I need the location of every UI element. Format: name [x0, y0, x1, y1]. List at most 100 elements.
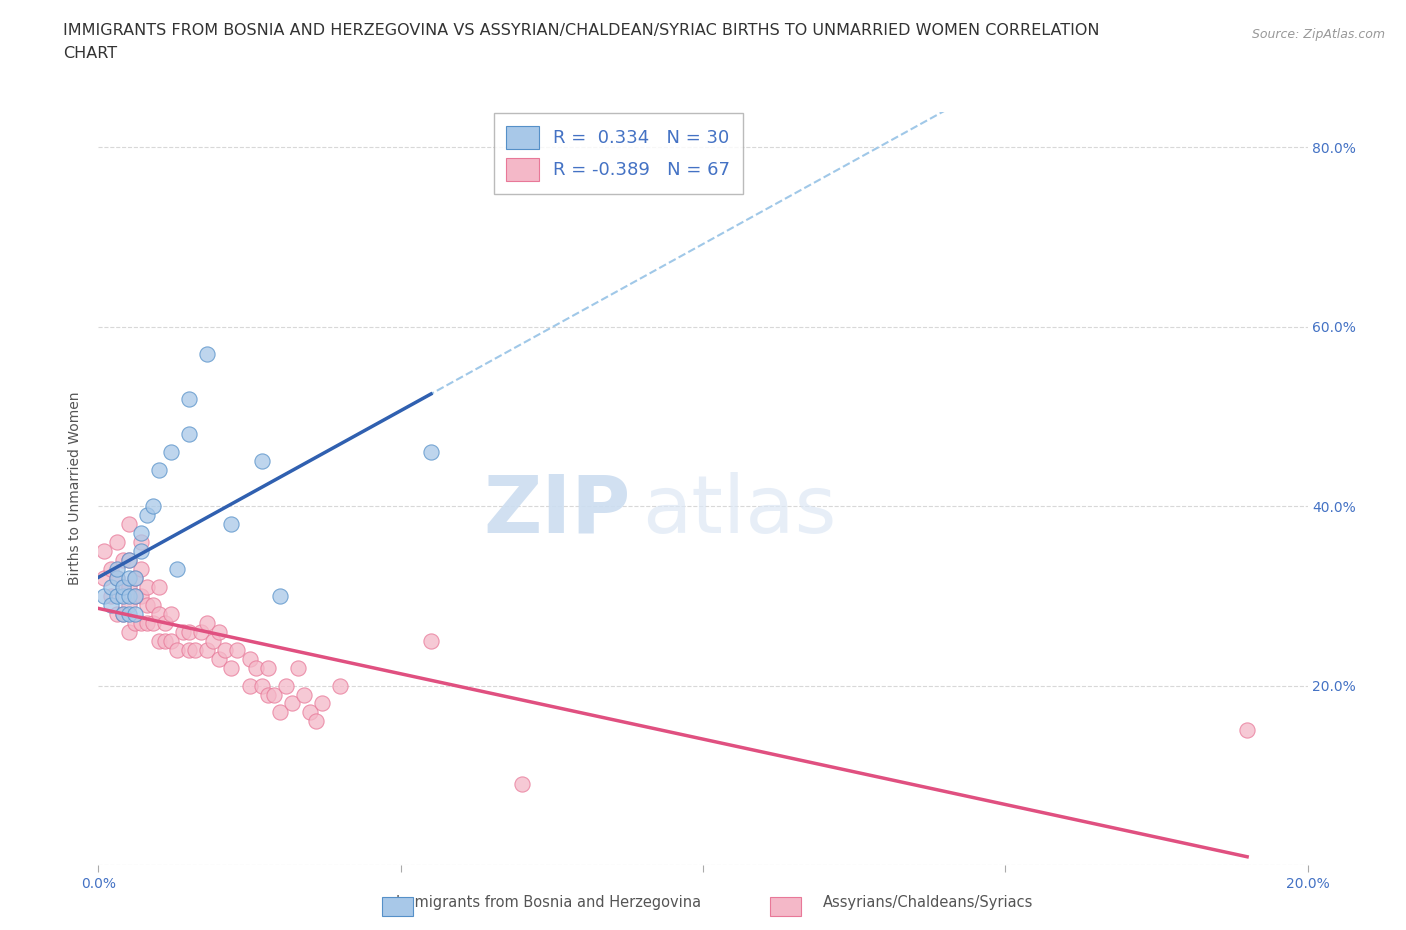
Point [135, 508, 157, 523]
Point [239, 651, 262, 666]
Point [263, 687, 285, 702]
Point [118, 552, 141, 567]
Point [195, 643, 218, 658]
Text: atlas: atlas [643, 472, 837, 550]
Text: Assyrians/Chaldeans/Syriacs: Assyrians/Chaldeans/Syriacs [823, 895, 1033, 910]
Point [292, 687, 315, 702]
Point [105, 589, 128, 604]
Point [179, 427, 201, 442]
Point [93, 570, 115, 585]
Point [172, 624, 194, 639]
Point [299, 705, 322, 720]
Point [160, 445, 183, 459]
Point [179, 643, 201, 658]
Point [208, 624, 231, 639]
Point [129, 589, 152, 604]
Point [124, 616, 146, 631]
Point [256, 687, 278, 702]
Point [221, 517, 243, 532]
Point [129, 535, 152, 550]
Point [105, 535, 128, 550]
Point [100, 579, 122, 594]
Point [148, 463, 170, 478]
Point [184, 643, 207, 658]
Point [100, 589, 122, 604]
Point [111, 589, 134, 604]
Point [329, 678, 352, 693]
Point [148, 606, 170, 621]
Point [93, 589, 115, 604]
Point [195, 346, 218, 361]
Point [166, 643, 188, 658]
Text: Immigrants from Bosnia and Herzegovina: Immigrants from Bosnia and Herzegovina [395, 895, 702, 910]
Point [281, 696, 304, 711]
Point [195, 616, 218, 631]
Point [118, 570, 141, 585]
Point [129, 616, 152, 631]
Point [202, 633, 225, 648]
Point [111, 579, 134, 594]
Point [153, 633, 176, 648]
Point [420, 445, 443, 459]
Point [221, 660, 243, 675]
Y-axis label: Births to Unmarried Women: Births to Unmarried Women [69, 392, 83, 585]
Point [166, 562, 188, 577]
Point [510, 777, 533, 791]
Text: IMMIGRANTS FROM BOSNIA AND HERZEGOVINA VS ASSYRIAN/CHALDEAN/SYRIAC BIRTHS TO UNM: IMMIGRANTS FROM BOSNIA AND HERZEGOVINA V… [63, 23, 1099, 38]
Point [100, 562, 122, 577]
Point [124, 589, 146, 604]
Point [118, 517, 141, 532]
Point [111, 606, 134, 621]
Legend: R =  0.334   N = 30, R = -0.389   N = 67: R = 0.334 N = 30, R = -0.389 N = 67 [494, 113, 742, 193]
Point [142, 597, 165, 612]
Point [118, 579, 141, 594]
Point [287, 660, 309, 675]
Point [245, 660, 267, 675]
Point [250, 454, 273, 469]
Point [129, 543, 152, 558]
Point [129, 525, 152, 540]
Point [311, 696, 333, 711]
Point [420, 633, 443, 648]
Point [118, 624, 141, 639]
Point [129, 562, 152, 577]
Point [111, 579, 134, 594]
Point [153, 616, 176, 631]
Point [179, 392, 201, 406]
Point [118, 597, 141, 612]
Point [135, 597, 157, 612]
Point [250, 678, 273, 693]
Point [135, 579, 157, 594]
Point [239, 678, 262, 693]
Point [118, 606, 141, 621]
Point [148, 579, 170, 594]
Point [269, 705, 291, 720]
Point [190, 624, 212, 639]
Point [124, 606, 146, 621]
Point [111, 552, 134, 567]
Point [118, 552, 141, 567]
Point [142, 498, 165, 513]
Text: Source: ZipAtlas.com: Source: ZipAtlas.com [1251, 28, 1385, 41]
Point [214, 643, 236, 658]
Point [93, 543, 115, 558]
Point [105, 562, 128, 577]
Point [105, 606, 128, 621]
Text: ZIP: ZIP [484, 472, 630, 550]
Point [269, 589, 291, 604]
Point [142, 616, 165, 631]
Point [111, 606, 134, 621]
Point [135, 616, 157, 631]
Point [226, 643, 249, 658]
Point [105, 570, 128, 585]
Point [208, 651, 231, 666]
Text: CHART: CHART [63, 46, 117, 61]
Point [1236, 723, 1258, 737]
Point [256, 660, 278, 675]
Point [124, 570, 146, 585]
Point [148, 633, 170, 648]
Point [160, 606, 183, 621]
Point [274, 678, 297, 693]
Point [179, 624, 201, 639]
Point [160, 633, 183, 648]
